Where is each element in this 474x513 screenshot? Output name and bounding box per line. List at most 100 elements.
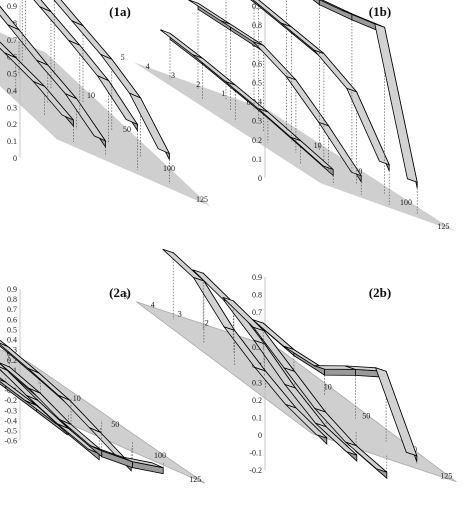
y-tick-label: 0.9 — [7, 2, 17, 11]
panel-title: (2a) — [109, 285, 131, 300]
y-tick-label: 0.2 — [7, 120, 17, 129]
y-tick-label: 0.7 — [252, 308, 262, 317]
ribbon-top — [68, 40, 109, 81]
y-tick-label: 0 — [13, 154, 17, 163]
ribbon-top — [374, 367, 418, 457]
ribbon-top — [285, 75, 330, 127]
x-tick-label: 125 — [189, 475, 201, 484]
y-tick-label: 0.2 — [7, 356, 17, 365]
y-tick-label: 0.6 — [252, 59, 262, 68]
x-tick-label: 125 — [440, 471, 452, 480]
y-tick-label: -0.3 — [4, 406, 17, 415]
ribbon-top — [281, 22, 325, 54]
depth-tick-label: 5 — [124, 292, 128, 301]
ribbon-top — [159, 29, 203, 59]
y-tick-label: 0.3 — [7, 103, 17, 112]
y-tick-label: 0.1 — [7, 137, 17, 146]
ribbon-top — [128, 92, 171, 155]
x-tick-label: 10 — [87, 91, 95, 100]
y-tick-label: 0.7 — [7, 305, 17, 314]
ribbon-top — [39, 6, 81, 46]
x-tick-label: 10 — [73, 394, 81, 403]
ribbon-top — [346, 87, 390, 166]
y-tick-label: 0.3 — [252, 378, 262, 387]
floor-1b — [134, 62, 456, 232]
y-tick-label: 0.1 — [252, 413, 262, 422]
y-tick-label: 0.4 — [7, 86, 17, 95]
x-tick-label: 50 — [111, 420, 119, 429]
x-tick-label: 10 — [324, 383, 332, 392]
ribbon-top — [33, 81, 74, 121]
ribbon-top — [317, 121, 363, 177]
floor-1a — [0, 32, 211, 207]
depth-tick-label: 5 — [121, 53, 125, 62]
depth-tick-label: 4 — [146, 62, 150, 71]
y-tick-label: 0.9 — [252, 273, 262, 282]
y-tick-label: -0.4 — [4, 416, 17, 425]
x-tick-label: 100 — [400, 198, 412, 207]
panel-1a: 0.90.80.70.60.50.40.30.20.10543210105010… — [0, 0, 211, 207]
panel-2a: 0.90.80.70.60.50.40.30.20.10-0.1-0.2-0.3… — [0, 285, 206, 484]
floor-2a — [0, 349, 205, 484]
y-tick-label: 0.8 — [252, 21, 262, 30]
depth-tick-label: 2 — [205, 319, 209, 328]
depth-tick-label: 3 — [178, 310, 182, 319]
y-tick-label: 0.4 — [252, 98, 262, 107]
panel-title: (1b) — [369, 4, 391, 19]
y-tick-label: 0.5 — [252, 78, 262, 87]
ribbon-top — [312, 49, 358, 93]
y-tick-label: 0.8 — [252, 291, 262, 300]
ribbon-top — [121, 456, 164, 469]
x-tick-label: 50 — [362, 411, 370, 420]
y-tick-label: -0.1 — [249, 449, 262, 458]
x-tick-label: 125 — [196, 195, 208, 204]
y-tick-label: 0.9 — [7, 285, 17, 294]
panel-2b: 0.90.80.70.60.50.40.30.20.10-0.1-0.25432… — [124, 248, 457, 483]
ribbon-top — [187, 0, 231, 25]
ribbon-top — [0, 339, 9, 348]
y-tick-label: 0.9 — [252, 2, 262, 11]
y-tick-label: 0.3 — [252, 117, 262, 126]
panel-1b: 0.90.80.70.60.50.40.30.20.10543210105010… — [121, 0, 456, 232]
ribbon-top — [71, 20, 113, 60]
depth-tick-label: 4 — [151, 301, 155, 310]
panel-title: (2b) — [369, 285, 391, 300]
y-tick-label: 0.1 — [252, 155, 262, 164]
ribbon-face — [312, 0, 320, 6]
y-tick-label: 0.7 — [7, 36, 17, 45]
y-tick-label: 0.8 — [7, 295, 17, 304]
y-tick-label: 0.2 — [252, 396, 262, 405]
y-tick-label: 0.4 — [7, 336, 17, 345]
x-tick-label: 50 — [123, 125, 131, 134]
y-tick-label: 0 — [258, 174, 262, 183]
ribbon-face — [324, 368, 356, 376]
y-tick-label: -0.5 — [4, 427, 17, 436]
y-tick-label: -0.2 — [249, 466, 262, 475]
x-tick-label: 100 — [163, 164, 175, 173]
y-tick-label: 0.5 — [7, 325, 17, 334]
y-tick-label: -0.6 — [4, 437, 17, 446]
depth-tick-label: 1 — [221, 89, 225, 98]
ribbon-top — [0, 377, 7, 383]
y-tick-label: -0.2 — [4, 396, 17, 405]
y-tick-label: 0.5 — [252, 343, 262, 352]
y-tick-label: 0.2 — [252, 136, 262, 145]
ribbon-top — [374, 23, 418, 183]
ribbon-top — [64, 92, 107, 142]
ribbon-top — [162, 248, 205, 282]
ribbon-top — [285, 404, 328, 439]
x-tick-label: 125 — [437, 222, 449, 231]
depth-tick-label: 3 — [171, 71, 175, 80]
ribbon-top — [315, 422, 358, 456]
x-tick-label: 100 — [154, 451, 166, 460]
ribbon-top — [96, 74, 139, 126]
y-tick-label: 0.5 — [7, 70, 17, 79]
ribbon-top — [290, 136, 334, 170]
ribbon-face — [318, 0, 353, 21]
x-tick-label: 10 — [314, 141, 322, 150]
y-tick-label: 0 — [258, 431, 262, 440]
panel-title: (1a) — [109, 4, 131, 19]
ribbon-top — [345, 441, 388, 473]
y-tick-label: 0.6 — [7, 315, 17, 324]
